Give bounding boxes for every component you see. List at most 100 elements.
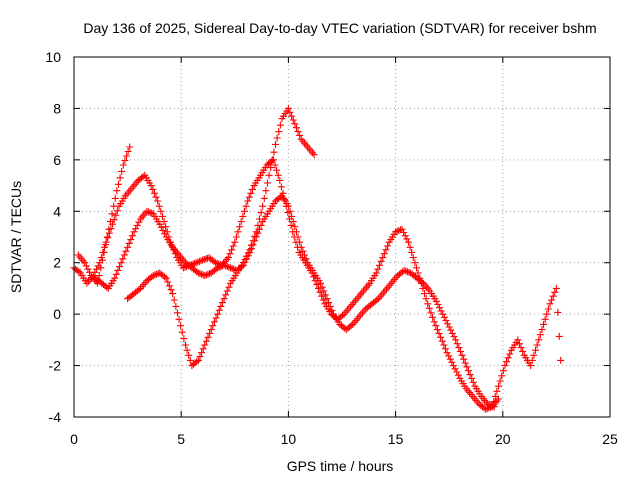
data-point [154,197,162,205]
data-point [148,209,156,217]
data-point [223,263,231,271]
data-point [244,249,252,257]
data-point [317,279,325,287]
y-tick-label: -4 [49,409,62,425]
data-point [181,341,189,349]
data-point [482,405,490,413]
data-point [313,281,321,289]
x-tick-label: 0 [70,431,78,447]
data-point [299,247,307,255]
data-point [145,208,153,216]
x-tick-label: 25 [602,431,618,447]
data-point [161,273,169,281]
data-point [119,161,127,169]
data-point [403,268,411,276]
data-point [111,194,119,202]
data-point [372,269,380,277]
data-point [245,193,253,201]
data-point [440,341,448,349]
data-point [339,311,347,319]
data-point [220,261,228,269]
data-point [161,230,169,238]
data-point [530,351,538,359]
data-point [314,284,322,292]
data-point [243,252,251,260]
data-point [273,166,281,174]
data-point [422,295,430,303]
data-point [146,209,154,217]
data-point [451,365,459,373]
data-point [377,257,385,265]
data-point [429,313,437,321]
data-point [255,215,263,223]
data-point [448,358,456,366]
data-point [328,306,336,314]
data-point [98,256,106,264]
data-point [284,202,292,210]
data-point [528,356,536,364]
data-point [432,322,440,330]
data-point [110,216,118,224]
axis-ticks: 0 5 10 15 20 25 -4 -2 0 2 4 6 8 10 [45,49,618,447]
data-point [302,255,310,263]
data-point [241,256,249,263]
data-point [113,207,121,215]
data-point [276,176,284,184]
data-point [464,367,472,375]
data-point [434,301,442,308]
data-point [228,246,236,254]
data-point [207,326,215,334]
data-point [435,329,443,337]
data-point [118,167,126,175]
data-point [260,194,268,202]
data-point [401,232,409,240]
data-point [199,256,207,264]
data-point [192,259,200,267]
data-point [268,156,276,164]
data-point [204,333,212,341]
data-point [531,346,539,354]
data-point [236,223,244,231]
data-point [409,254,417,262]
data-point [400,266,408,274]
data-point [284,104,292,112]
data-point [424,300,432,308]
data-point [112,211,120,219]
data-point [495,382,503,390]
data-point [469,378,477,386]
data-point [127,236,135,244]
data-point [267,164,275,172]
data-point [121,157,129,164]
y-tick-label: 8 [53,100,61,116]
data-point [157,207,165,215]
data-point [453,368,461,376]
data-point [484,400,492,408]
data-point [259,202,267,210]
data-point [292,124,300,132]
x-axis-title: GPS time / hours [287,458,394,474]
data-point [113,187,121,195]
data-point [554,308,562,316]
data-point [296,238,304,246]
data-point [247,241,255,249]
data-point [432,297,440,305]
data-point [452,336,460,344]
data-point [541,315,549,323]
data-point [445,352,453,360]
data-point [172,302,180,310]
data-point [447,326,455,334]
data-point [246,246,254,254]
data-point [276,121,284,129]
data-point [533,341,541,349]
data-point [173,309,181,317]
data-point [247,189,255,197]
data-point [323,295,331,303]
data-point [380,250,388,258]
data-point [271,161,279,169]
y-axis-title: SDTVAR / TECUs [8,181,24,293]
data-point [289,218,297,226]
data-point [453,340,461,348]
data-point [124,243,132,251]
data-point [195,257,203,265]
data-point [119,255,127,263]
